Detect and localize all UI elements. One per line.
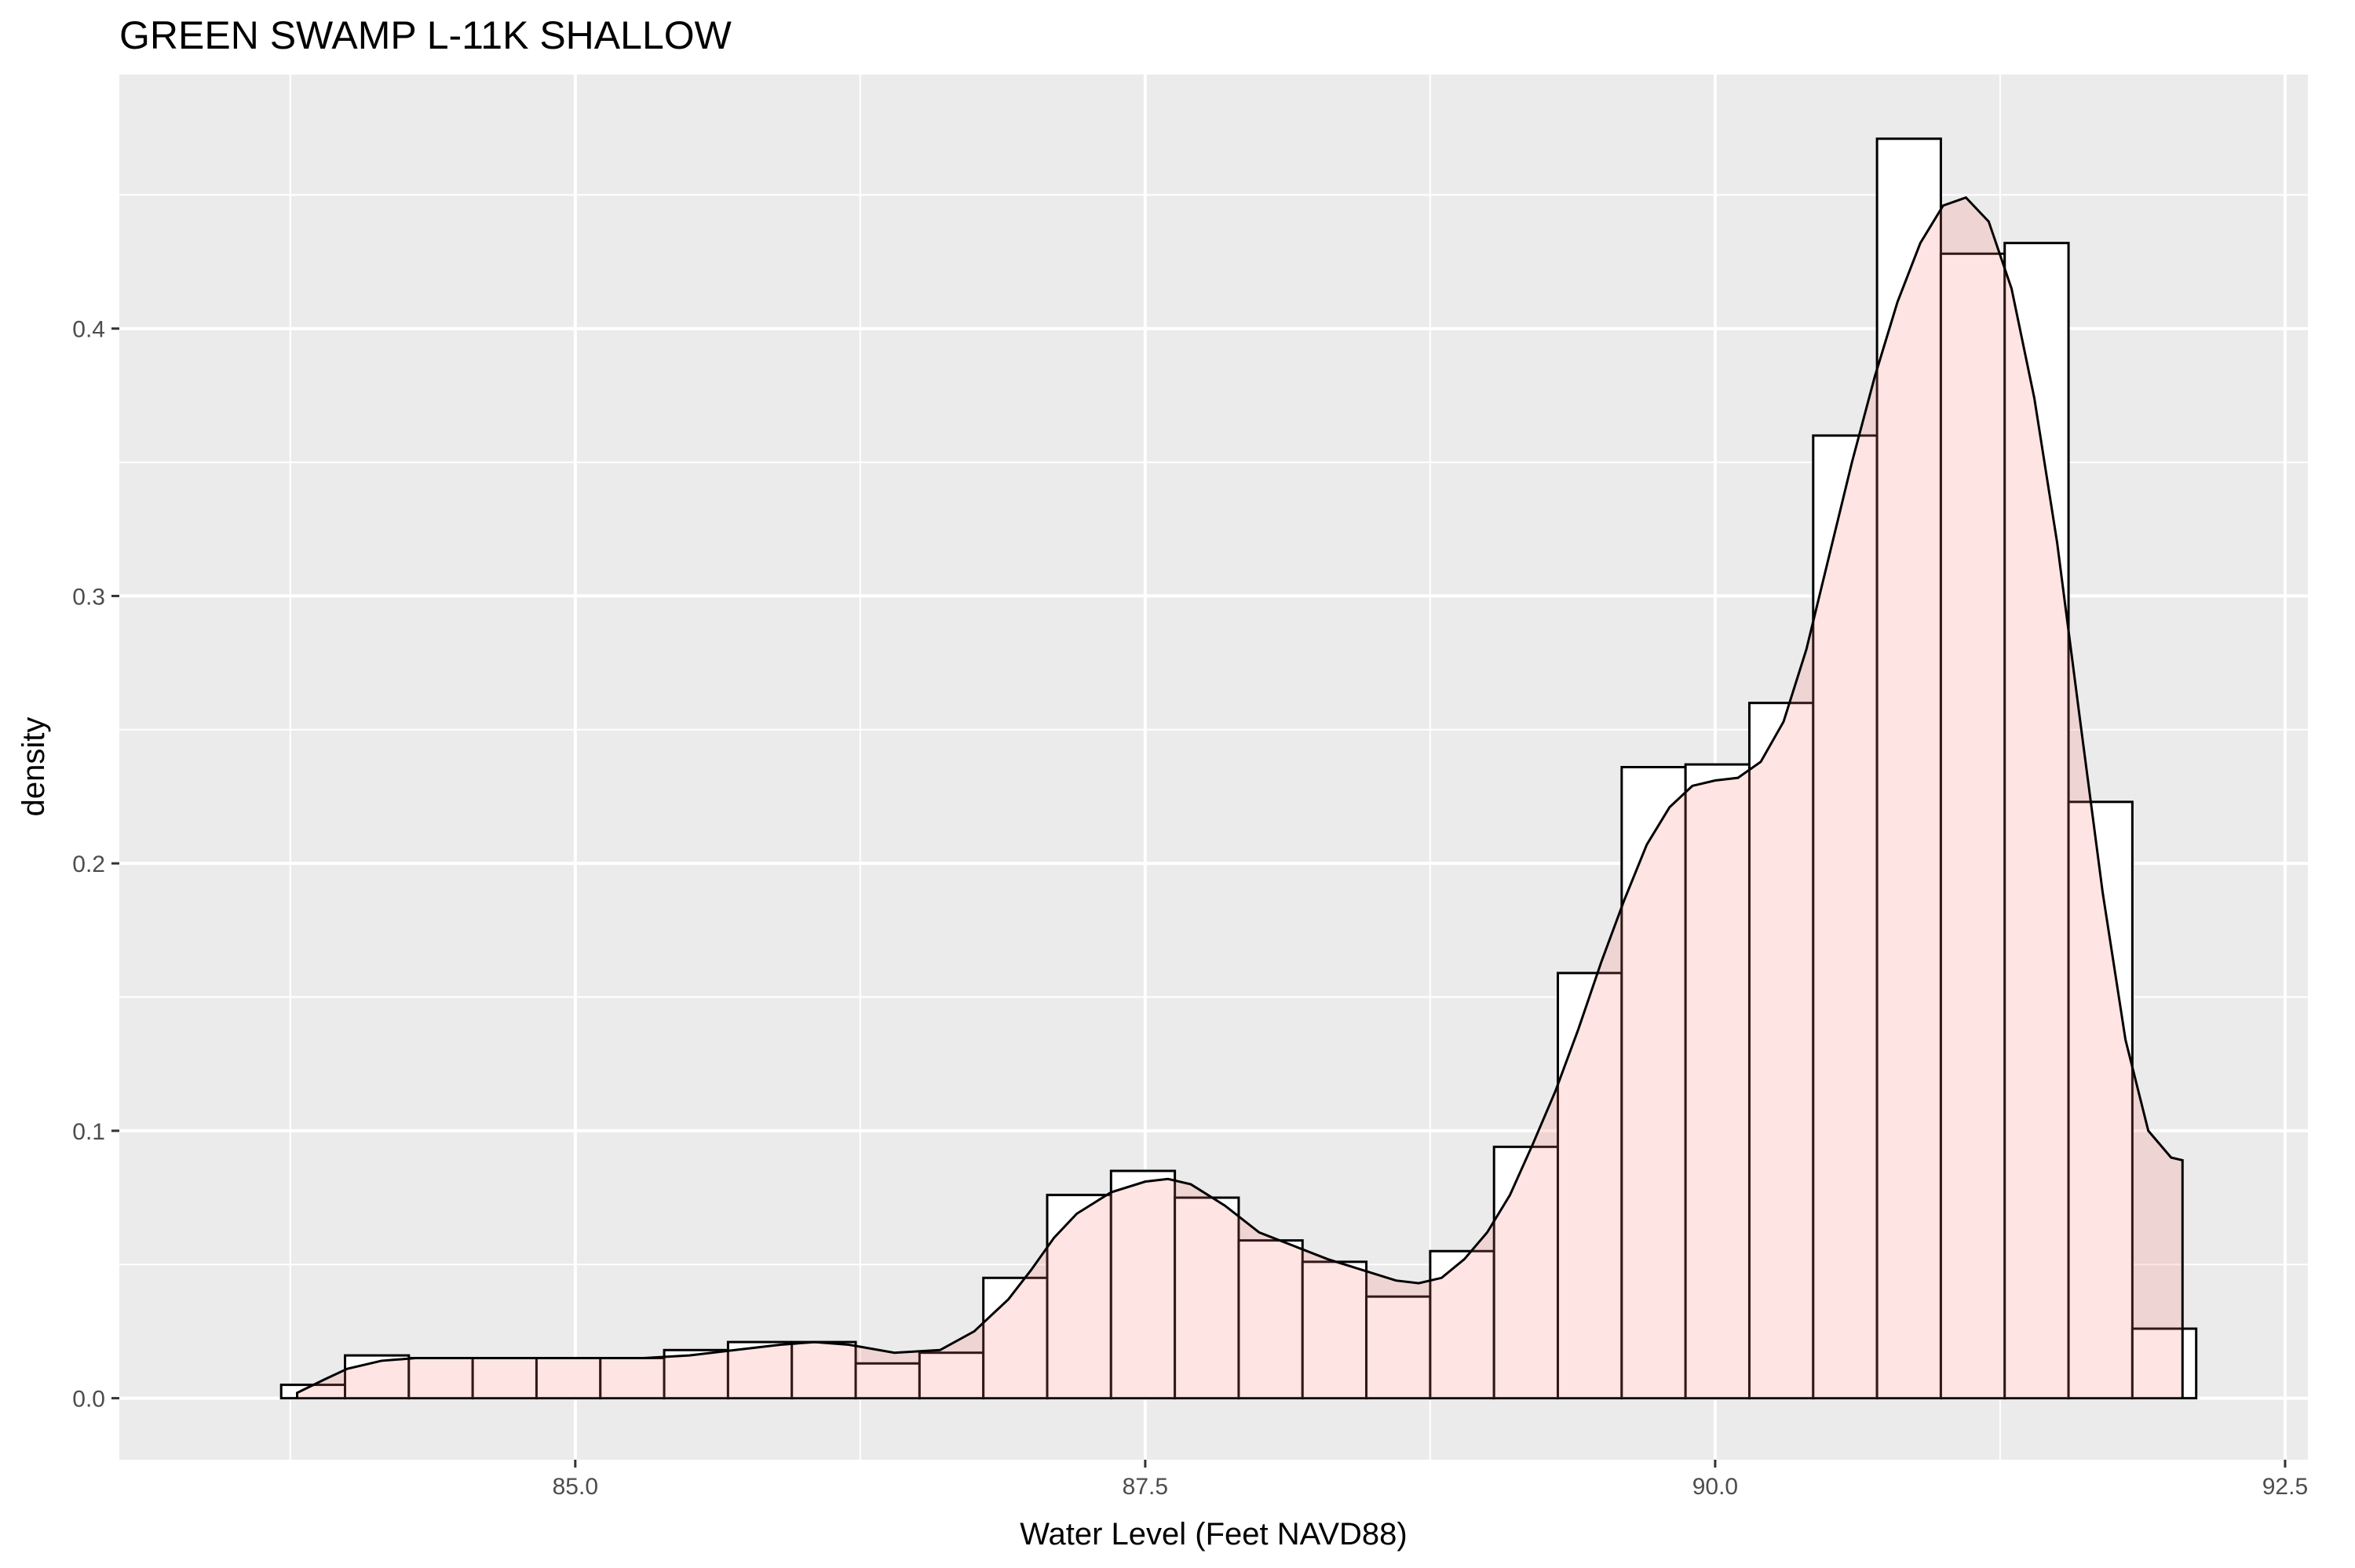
x-axis-ticks: 85.0 87.5 90.0 92.5 xyxy=(553,1460,2308,1500)
y-tick-label: 0.3 xyxy=(72,584,105,610)
histogram-bar xyxy=(2130,1327,2198,1400)
histogram-bar xyxy=(1557,972,1623,1400)
x-tick-label: 85.0 xyxy=(553,1474,598,1500)
histogram-bar xyxy=(2067,800,2134,1400)
histogram-bar xyxy=(1365,1295,1432,1400)
histogram-bar xyxy=(1109,1169,1177,1400)
histogram-bar xyxy=(982,1276,1049,1400)
histogram-bar xyxy=(1620,766,1687,1400)
histogram-bar xyxy=(1174,1196,1240,1400)
histogram-bar xyxy=(599,1357,666,1400)
histogram-bar xyxy=(1875,137,1942,1400)
x-tick-label: 87.5 xyxy=(1123,1474,1168,1500)
histogram-bar xyxy=(1046,1194,1112,1400)
density-curve xyxy=(296,195,2184,1398)
histogram-bar xyxy=(471,1357,538,1400)
chart-title: GREEN SWAMP L-11K SHALLOW xyxy=(119,13,732,57)
y-axis-ticks: 0.0 0.1 0.2 0.3 0.4 xyxy=(72,317,119,1413)
x-tick-label: 90.0 xyxy=(1692,1474,1738,1500)
histogram-bar xyxy=(1684,763,1751,1400)
histogram-bar xyxy=(918,1351,985,1400)
histogram-bar xyxy=(1429,1249,1495,1400)
y-tick-label: 0.1 xyxy=(72,1119,105,1145)
x-tick-label: 92.5 xyxy=(2262,1474,2308,1500)
y-tick-label: 0.2 xyxy=(72,851,105,877)
y-tick-label: 0.4 xyxy=(72,317,105,343)
histogram-bar xyxy=(1237,1239,1304,1400)
x-axis-title: Water Level (Feet NAVD88) xyxy=(1020,1517,1408,1552)
y-axis-title: density xyxy=(16,717,51,817)
histogram-bar xyxy=(854,1362,921,1400)
histogram-bar xyxy=(2003,242,2070,1400)
y-tick-label: 0.0 xyxy=(72,1387,105,1413)
histogram-bar xyxy=(1939,252,2006,1400)
density-layer xyxy=(296,195,2184,1398)
histogram-bars xyxy=(279,137,2198,1400)
density-area xyxy=(297,197,2183,1398)
histogram-bar xyxy=(1747,702,1815,1400)
histogram-bar xyxy=(1812,434,1879,1400)
